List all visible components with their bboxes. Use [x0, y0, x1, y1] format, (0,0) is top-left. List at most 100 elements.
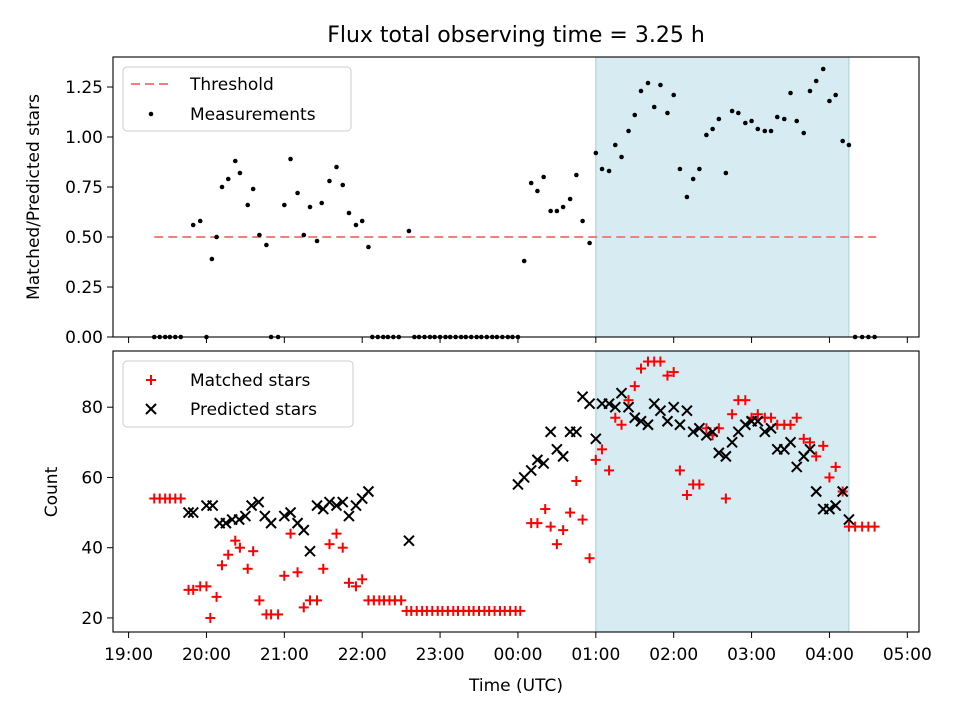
predicted-star-marker-b — [622, 401, 635, 413]
matched-star-marker — [292, 567, 303, 578]
measurement-point — [801, 130, 807, 136]
predicted-star-marker — [661, 415, 674, 427]
measurement-point — [749, 118, 754, 124]
matched-star-marker — [727, 409, 738, 420]
measurement-point — [225, 176, 231, 182]
matched-star-marker — [285, 528, 296, 539]
measurement-point — [794, 118, 800, 124]
measurement-point — [827, 98, 832, 104]
measurement-point — [690, 176, 696, 182]
predicted-star-marker — [284, 506, 297, 519]
predicted-star-marker — [583, 397, 596, 410]
measurement-point — [190, 222, 196, 228]
matched-star-marker — [188, 584, 199, 595]
observing-window-shade-top — [595, 56, 850, 338]
measurement-point — [237, 170, 243, 176]
measurement-point — [697, 166, 702, 172]
predicted-star-marker — [557, 450, 569, 463]
bottom-x-axis: 19:00 20:00 21:00 22:00 23:00 00:00 01:00 02:00… — [104, 632, 932, 665]
bottom-y-axis: 20 40 60 80 — [81, 398, 113, 629]
matched-star-marker — [242, 563, 253, 574]
measurement-point — [743, 120, 748, 126]
measurement-point — [214, 234, 219, 240]
predicted-star-marker — [304, 545, 316, 557]
bottom-y-tick-label: 80 — [81, 398, 103, 418]
matched-star-marker — [396, 595, 407, 606]
predicted-star-marker-b — [615, 387, 628, 399]
measurement-point — [651, 104, 657, 110]
predicted-star-marker — [720, 450, 732, 463]
predicted-star-marker — [239, 510, 252, 522]
legend-matched-swatch — [146, 375, 156, 385]
x-axis-label: Time (UTC) — [468, 676, 563, 696]
predicted-star-marker-b — [629, 412, 641, 424]
predicted-star-marker — [343, 510, 355, 522]
predicted-star-marker-b — [642, 419, 654, 431]
predicted-star-marker — [804, 443, 816, 456]
measurement-point — [677, 166, 683, 172]
measurement-point — [626, 128, 631, 134]
predicted-star-marker — [362, 485, 375, 498]
predicted-star-marker-b — [603, 397, 615, 410]
x-tick-label: 05:00 — [883, 645, 932, 665]
measurement-point — [219, 184, 225, 190]
predicted-star-marker-b — [681, 405, 693, 417]
predicted-star-marker — [674, 419, 686, 431]
predicted-star-marker-b — [836, 485, 849, 498]
x-tick-label: 03:00 — [727, 645, 776, 665]
matched-star-marker — [694, 479, 705, 490]
predicted-star-marker — [687, 426, 699, 438]
top-plot-frame — [112, 56, 920, 338]
predicted-star-marker-b — [609, 401, 621, 413]
matched-star-marker — [223, 549, 234, 560]
matched-star-marker — [584, 553, 595, 564]
top-y-tick-label: 0.25 — [65, 278, 103, 298]
measurement-point — [346, 210, 352, 216]
measurement-point — [334, 164, 339, 170]
measurement-point — [554, 208, 560, 214]
measurement-point — [406, 228, 412, 234]
matched-star-marker — [720, 493, 731, 504]
predicted-star-marker-b — [765, 422, 777, 434]
top-y-tick-label: 0.00 — [65, 328, 103, 348]
predicted-star-marker — [525, 464, 537, 477]
predicted-star-marker — [791, 461, 803, 473]
legend-predicted-swatch — [145, 403, 157, 415]
predicted-star-marker — [829, 499, 842, 512]
matched-star-marker — [532, 518, 543, 529]
predicted-star-marker-b — [245, 499, 258, 512]
legend-predicted-label: Predicted stars — [190, 400, 317, 420]
measurement-point — [704, 132, 709, 138]
predicted-star-marker-b — [713, 447, 725, 459]
predicted-star-marker-b — [843, 513, 855, 526]
predicted-star-marker-b — [544, 426, 557, 438]
predicted-star-marker — [403, 534, 415, 547]
predicted-star-marker-b — [583, 397, 596, 410]
matched-star-marker — [830, 461, 841, 472]
measurement-point — [665, 110, 670, 116]
matched-star-marker — [318, 563, 329, 574]
matched-star-marker — [273, 609, 284, 620]
predicted-star-marker-b — [337, 496, 349, 508]
predicted-star-marker — [265, 517, 277, 529]
predicted-star-marker — [337, 496, 349, 508]
chart-title: Flux total observing time = 3.25 h — [327, 23, 705, 48]
matched-star-marker — [590, 454, 601, 465]
matched-star-marker — [662, 370, 673, 381]
measurement-point — [716, 116, 722, 122]
measurement-point — [314, 238, 320, 244]
measurement-point — [846, 142, 852, 148]
matched-star-marker — [312, 595, 323, 606]
matched-star-marker — [571, 475, 582, 486]
top-y-axis: 0.00 0.25 0.50 0.75 1.00 1.25 — [65, 78, 113, 348]
matched-star-marker — [740, 395, 751, 406]
matched-star-marker — [343, 577, 354, 588]
predicted-star-marker-b — [284, 506, 297, 519]
measurement-point — [245, 202, 251, 208]
predicted-star-marker — [739, 419, 752, 431]
predicted-star-marker-b — [726, 436, 738, 449]
top-legend-frame — [122, 66, 352, 132]
predicted-star-marker — [642, 419, 654, 431]
matched-star-marker — [610, 412, 621, 423]
predicted-star-marker — [233, 513, 245, 526]
